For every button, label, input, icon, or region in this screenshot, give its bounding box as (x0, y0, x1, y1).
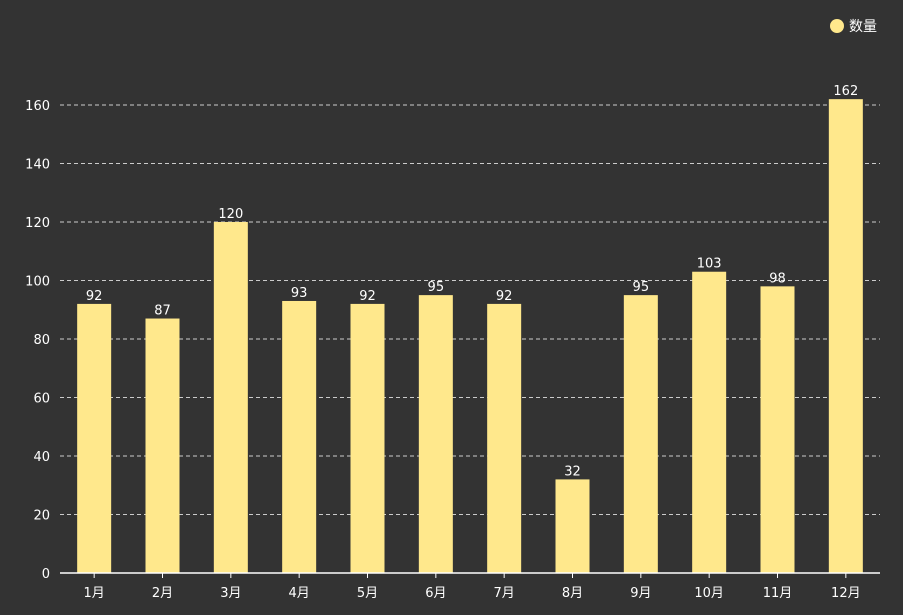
y-tick-label: 140 (25, 158, 50, 173)
x-tick-label: 4月 (289, 586, 310, 601)
x-tick-label: 2月 (152, 586, 173, 601)
y-axis-ticks: 0 20 40 60 80 100 120 140 160 (25, 99, 50, 582)
x-tick-label: 6月 (425, 586, 446, 601)
bar[interactable] (77, 303, 112, 573)
y-tick-label: 40 (33, 450, 50, 465)
legend[interactable]: 数量 (830, 19, 877, 35)
y-tick-label: 0 (42, 567, 50, 582)
data-label: 87 (154, 304, 171, 319)
data-label: 93 (291, 286, 308, 301)
x-tick-label: 7月 (494, 586, 515, 601)
x-tick-label: 10月 (694, 586, 724, 601)
bars (77, 99, 863, 574)
data-label: 120 (218, 207, 243, 222)
bar[interactable] (692, 271, 727, 573)
x-axis-ticks: 1月 2月 3月 4月 5月 6月 7月 8月 9月 10月 11月 12月 (84, 573, 861, 601)
data-label: 98 (769, 271, 786, 286)
bar[interactable] (418, 295, 453, 573)
x-tick-label: 8月 (562, 586, 583, 601)
bar[interactable] (828, 99, 863, 574)
y-tick-label: 160 (25, 99, 50, 114)
data-label: 92 (359, 289, 376, 304)
y-tick-label: 100 (25, 275, 50, 290)
bar[interactable] (623, 295, 658, 573)
data-label: 95 (633, 280, 650, 295)
y-tick-label: 120 (25, 216, 50, 231)
data-label: 32 (564, 464, 581, 479)
bar[interactable] (760, 286, 795, 573)
data-label: 92 (496, 289, 513, 304)
x-tick-label: 9月 (630, 586, 651, 601)
bar[interactable] (145, 318, 180, 573)
y-tick-label: 20 (33, 509, 50, 524)
bar[interactable] (555, 479, 590, 573)
bar[interactable] (213, 222, 248, 573)
data-label: 162 (833, 84, 858, 99)
y-tick-label: 60 (33, 392, 50, 407)
bar[interactable] (350, 303, 385, 573)
bar[interactable] (487, 303, 522, 573)
data-label: 92 (86, 289, 103, 304)
bar[interactable] (282, 300, 317, 573)
x-tick-label: 12月 (831, 586, 861, 601)
data-label: 103 (697, 257, 722, 272)
grid-lines (60, 104, 880, 515)
x-tick-label: 11月 (763, 586, 793, 601)
x-tick-label: 5月 (357, 586, 378, 601)
legend-marker-icon[interactable] (830, 19, 844, 33)
data-label: 95 (428, 280, 445, 295)
x-tick-label: 3月 (220, 586, 241, 601)
y-tick-label: 80 (33, 333, 50, 348)
x-tick-label: 1月 (84, 586, 105, 601)
legend-label[interactable]: 数量 (849, 19, 877, 35)
data-labels: 92 87 120 93 92 95 92 32 95 103 98 162 (86, 84, 858, 479)
